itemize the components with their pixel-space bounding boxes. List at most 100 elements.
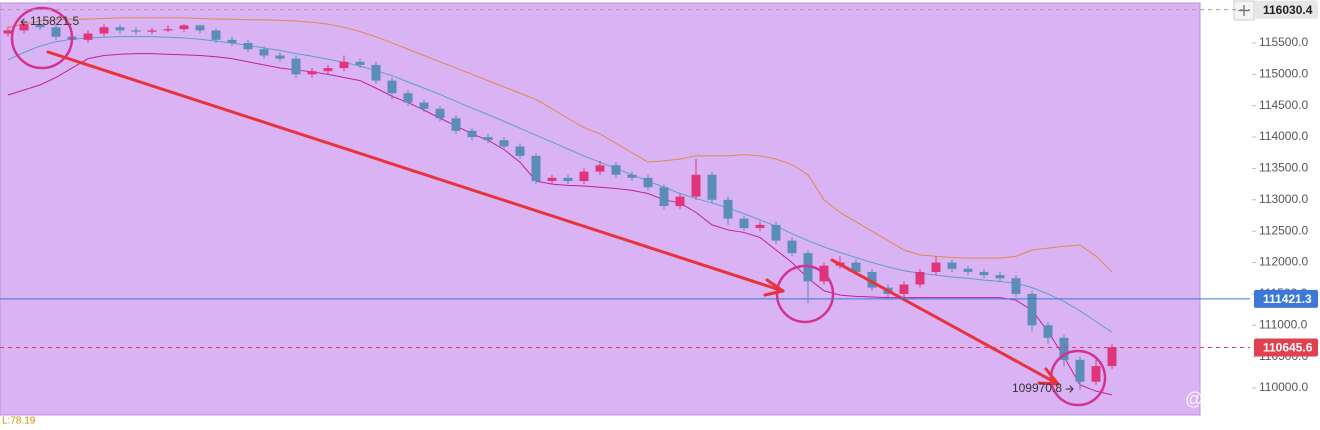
candle-body xyxy=(515,146,525,156)
candle-body xyxy=(643,177,653,188)
y-tick-label: 115500.0 xyxy=(1259,35,1308,49)
candle-body xyxy=(275,55,285,59)
plot-area xyxy=(0,2,1201,416)
y-tick-label: 114000.0 xyxy=(1259,129,1308,143)
candle-body xyxy=(131,30,141,32)
high-marker: 115821.5 xyxy=(30,14,79,28)
candle-body xyxy=(1107,347,1117,367)
candle-body xyxy=(611,165,621,175)
y-tick-label: 112500.0 xyxy=(1259,223,1308,237)
candle-body xyxy=(787,240,797,254)
trend-arrow xyxy=(830,258,1060,386)
plus-icon xyxy=(1238,5,1250,16)
marker-arrow xyxy=(20,18,28,26)
candle-body xyxy=(291,58,301,75)
highlight-circle xyxy=(1049,349,1107,407)
band-line xyxy=(7,36,1113,333)
candle-body xyxy=(387,80,397,94)
candle-body xyxy=(19,24,29,31)
candle-body xyxy=(1043,325,1053,338)
price-label: 111421.3 xyxy=(1263,292,1312,306)
candle-body xyxy=(963,268,973,272)
price-label: 110645.6 xyxy=(1263,341,1313,355)
candle-body xyxy=(307,71,317,75)
series-layer xyxy=(3,17,1117,396)
candle-body xyxy=(163,29,173,31)
candle-body xyxy=(1059,337,1069,360)
y-tick-label: 110000.0 xyxy=(1259,380,1308,394)
candle-body xyxy=(419,102,429,109)
candle-body xyxy=(707,174,717,200)
candle-body xyxy=(227,39,237,43)
indicator-label: L:78.19 xyxy=(2,416,36,425)
candle-body xyxy=(579,171,589,181)
candle-body xyxy=(323,68,333,72)
candle-body xyxy=(931,262,941,272)
low-marker: 109970.8 xyxy=(1012,381,1062,395)
arrow-head xyxy=(1037,367,1060,386)
candle-body xyxy=(979,271,989,276)
candle-body xyxy=(1011,278,1021,294)
candle-body xyxy=(947,262,957,269)
trend-arrow xyxy=(46,50,785,293)
candle-body xyxy=(115,27,125,31)
candle-body xyxy=(755,224,765,229)
y-tick-label: 111000.0 xyxy=(1259,317,1308,331)
watermark: @ 阿亿All in xyxy=(1185,389,1283,409)
candle-body xyxy=(147,30,157,32)
candle-body xyxy=(467,130,477,138)
candle-body xyxy=(451,118,461,131)
candle-body xyxy=(867,271,877,288)
candle-body xyxy=(1075,359,1085,382)
candle-body xyxy=(723,199,733,219)
candle-body xyxy=(627,174,637,178)
candle-body xyxy=(3,30,13,34)
candle-body xyxy=(371,64,381,81)
price-label-box xyxy=(1254,0,1318,19)
price-label-box xyxy=(1254,338,1318,357)
candle-body xyxy=(851,262,861,272)
candle-body xyxy=(691,174,701,197)
candle-body xyxy=(1091,366,1101,382)
price-label-box xyxy=(1254,289,1318,308)
candle-body xyxy=(739,218,749,229)
candle-body xyxy=(51,27,61,37)
candle-body xyxy=(659,187,669,207)
candle-body xyxy=(355,61,365,65)
candle-body xyxy=(211,30,221,40)
candle-body xyxy=(1027,293,1037,326)
candle-body xyxy=(99,27,109,34)
candle-body xyxy=(899,284,909,294)
candle-body xyxy=(243,42,253,50)
highlight-circle xyxy=(775,264,835,324)
candle-body xyxy=(259,49,269,56)
marker-arrow xyxy=(1065,385,1074,393)
y-tick-label: 113000.0 xyxy=(1259,192,1308,206)
y-tick-label: 114500.0 xyxy=(1259,98,1308,112)
candle-body xyxy=(179,25,189,30)
candle-body xyxy=(499,140,509,147)
candle-body xyxy=(339,61,349,69)
candle-body xyxy=(483,137,493,141)
band-line xyxy=(7,17,1113,273)
candle-body xyxy=(675,196,685,207)
candle-body xyxy=(403,93,413,103)
candle-body xyxy=(35,24,45,28)
y-tick-label: 113500.0 xyxy=(1259,161,1308,175)
candle-body xyxy=(595,165,605,172)
candle-body xyxy=(915,271,925,285)
price-label: 116030.4 xyxy=(1263,3,1313,17)
y-tick-label: 112000.0 xyxy=(1259,255,1308,269)
band-line xyxy=(7,53,1113,396)
y-tick-label: 115000.0 xyxy=(1259,66,1308,80)
candle-body xyxy=(435,108,445,119)
highlight-circle xyxy=(10,6,74,70)
arrow-head xyxy=(763,278,785,297)
candle-body xyxy=(531,155,541,181)
candle-body xyxy=(563,177,573,181)
candle-body xyxy=(995,275,1005,279)
candle-body xyxy=(547,177,557,181)
candle-body xyxy=(771,224,781,241)
